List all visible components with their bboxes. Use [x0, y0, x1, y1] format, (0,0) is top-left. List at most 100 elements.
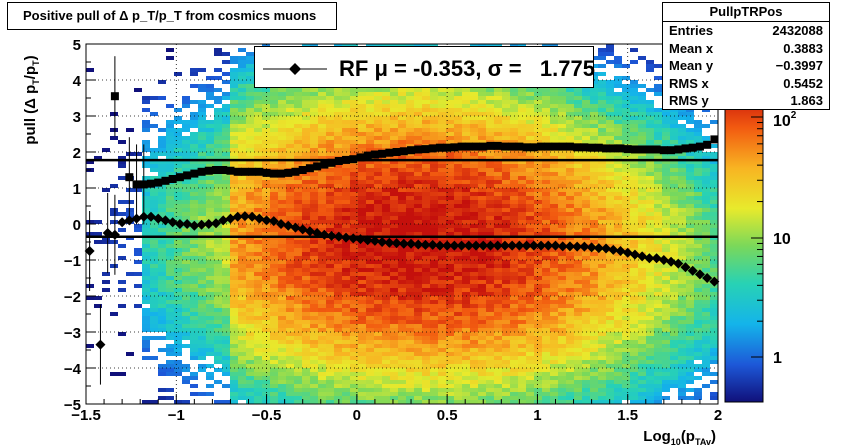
heatmap-cell — [574, 120, 582, 124]
heatmap-cell — [238, 252, 246, 256]
heatmap-cell — [222, 252, 230, 256]
heatmap-cell — [590, 172, 598, 176]
heatmap-cell — [566, 304, 574, 308]
heatmap-cell — [534, 336, 542, 340]
heatmap-cell — [446, 324, 454, 328]
heatmap-cell — [590, 368, 598, 372]
heatmap-cell — [310, 228, 318, 232]
heatmap-cell — [510, 392, 518, 396]
heatmap-cell — [510, 292, 518, 296]
heatmap-cell — [590, 168, 598, 172]
heatmap-cell — [470, 128, 478, 132]
heatmap-cell — [382, 236, 390, 240]
heatmap-cell — [598, 164, 606, 168]
heatmap-cell — [390, 104, 398, 108]
heatmap-cell — [502, 168, 510, 172]
heatmap-cell — [454, 232, 462, 236]
heatmap-cell — [150, 320, 158, 324]
heatmap-cell — [382, 396, 390, 400]
heatmap-cell — [334, 252, 342, 256]
heatmap-cell — [510, 180, 518, 184]
heatmap-cell — [334, 336, 342, 340]
heatmap-cell — [398, 328, 406, 332]
heatmap-cell — [606, 176, 614, 180]
heatmap-cell — [310, 160, 318, 164]
heatmap-cell — [582, 136, 590, 140]
heatmap-cell — [206, 228, 214, 232]
heatmap-cell — [310, 304, 318, 308]
heatmap-cell — [190, 192, 198, 196]
heatmap-cell — [422, 304, 430, 308]
heatmap-cell — [294, 332, 302, 336]
heatmap-cell — [486, 276, 494, 280]
heatmap-cell — [350, 392, 358, 396]
heatmap-cell — [454, 372, 462, 376]
heatmap-cell — [414, 264, 422, 268]
heatmap-cell — [166, 228, 174, 232]
heatmap-cell — [438, 96, 446, 100]
heatmap-cell — [302, 392, 310, 396]
heatmap-cell — [262, 360, 270, 364]
heatmap-cell — [294, 312, 302, 316]
heatmap-cell — [334, 116, 342, 120]
heatmap-cell — [254, 132, 262, 136]
heatmap-cell — [294, 192, 302, 196]
heatmap-cell — [302, 248, 310, 252]
heatmap-cell — [414, 312, 422, 316]
heatmap-cell — [262, 204, 270, 208]
heatmap-cell — [374, 256, 382, 260]
heatmap-cell — [198, 236, 206, 240]
heatmap-cell — [486, 168, 494, 172]
heatmap-cell — [254, 204, 262, 208]
heatmap-cell — [270, 248, 278, 252]
heatmap-cell — [230, 192, 238, 196]
heatmap-cell — [358, 256, 366, 260]
heatmap-cell — [294, 288, 302, 292]
heatmap-cell — [438, 376, 446, 380]
heatmap-cell — [542, 296, 550, 300]
heatmap-cell — [374, 284, 382, 288]
heatmap-cell — [398, 272, 406, 276]
heatmap-cell — [254, 232, 262, 236]
heatmap-cell — [590, 64, 598, 68]
heatmap-cell — [246, 248, 254, 252]
heatmap-cell — [390, 396, 398, 400]
heatmap-cell — [318, 140, 326, 144]
heatmap-cell — [534, 184, 542, 188]
heatmap-cell — [318, 220, 326, 224]
heatmap-cell — [406, 116, 414, 120]
heatmap-cell — [222, 60, 230, 64]
heatmap-cell — [526, 304, 534, 308]
heatmap-cell — [86, 160, 94, 164]
heatmap-cell — [374, 348, 382, 352]
heatmap-cell — [542, 352, 550, 356]
heatmap-cell — [534, 252, 542, 256]
heatmap-cell — [398, 388, 406, 392]
heatmap-cell — [598, 268, 606, 272]
heatmap-cell — [382, 256, 390, 260]
heatmap-cell — [294, 304, 302, 308]
heatmap-cell — [398, 216, 406, 220]
heatmap-cell — [270, 372, 278, 376]
heatmap-cell — [262, 260, 270, 264]
heatmap-cell — [558, 224, 566, 228]
heatmap-cell — [510, 400, 518, 404]
heatmap-cell — [294, 100, 302, 104]
heatmap-cell — [526, 272, 534, 276]
heatmap-cell — [342, 396, 350, 400]
heatmap-cell — [446, 116, 454, 120]
heatmap-cell — [174, 252, 182, 256]
heatmap-cell — [438, 320, 446, 324]
heatmap-cell — [342, 228, 350, 232]
heatmap-cell — [334, 108, 342, 112]
heatmap-cell — [358, 368, 366, 372]
heatmap-cell — [254, 396, 262, 400]
heatmap-cell — [598, 388, 606, 392]
heatmap-cell — [550, 372, 558, 376]
heatmap-cell — [494, 168, 502, 172]
heatmap-cell — [230, 204, 238, 208]
heatmap-cell — [494, 336, 502, 340]
heatmap-cell — [286, 308, 294, 312]
heatmap-cell — [350, 348, 358, 352]
heatmap-cell — [262, 316, 270, 320]
